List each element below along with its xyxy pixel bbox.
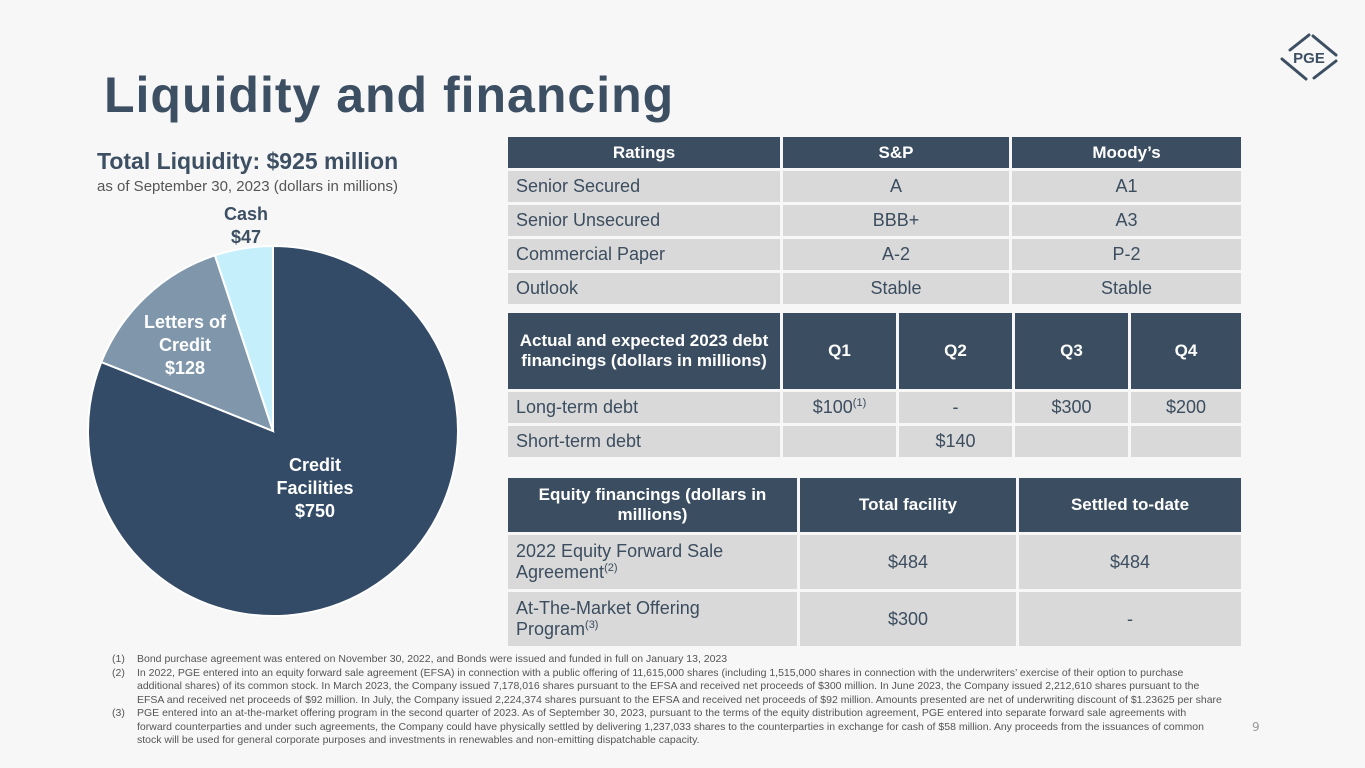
- footnote-ref: (1): [852, 397, 867, 409]
- ratings-table: Ratings S&P Moody’s Senior Secured A A1 Seni…: [505, 134, 1244, 307]
- cell: Commercial Paper: [508, 239, 780, 270]
- header-settled: Settled to-date: [1019, 478, 1241, 532]
- table-row: 2022 Equity Forward Sale Agreement(2) $48…: [508, 535, 1241, 589]
- cell: [1131, 426, 1241, 457]
- footnote-ref: (3): [585, 619, 599, 631]
- cell: Stable: [783, 273, 1009, 304]
- cell: P-2: [1012, 239, 1241, 270]
- header-ratings: Ratings: [508, 137, 780, 168]
- cell: Outlook: [508, 273, 780, 304]
- pie-label-credit-facilities: Credit Facilities $750: [276, 455, 354, 521]
- footnotes: (1) Bond purchase agreement was entered o…: [112, 653, 1222, 748]
- footnote: (1) Bond purchase agreement was entered o…: [112, 653, 728, 665]
- header-equity: Equity financings (dollars in millions): [508, 478, 797, 532]
- footnote: (2) In 2022, PGE entered into an equity f…: [112, 666, 1222, 706]
- footnote: (3) PGE entered into an at-the-market off…: [112, 707, 1204, 746]
- cell: $140: [899, 426, 1012, 457]
- table-row: Long-term debt $100(1) - $300 $200: [508, 392, 1241, 423]
- header-q2: Q2: [899, 313, 1012, 389]
- cell: A-2: [783, 239, 1009, 270]
- cell: A1: [1012, 171, 1241, 202]
- cell: $100(1): [783, 392, 896, 423]
- cell: A: [783, 171, 1009, 202]
- cell: At-The-Market Offering Program(3): [508, 592, 797, 646]
- header-moodys: Moody’s: [1012, 137, 1241, 168]
- cell: [783, 426, 896, 457]
- table-row: Senior Secured A A1: [508, 171, 1241, 202]
- liquidity-title: Total Liquidity: $925 million: [97, 148, 399, 174]
- table-row: Short-term debt $140: [508, 426, 1241, 457]
- table-row: At-The-Market Offering Program(3) $300-: [508, 592, 1241, 646]
- cell: Long-term debt: [508, 392, 780, 423]
- pie-label-cash: Cash $47: [223, 204, 268, 247]
- header-q4: Q4: [1131, 313, 1241, 389]
- cell: -: [1019, 592, 1241, 646]
- header-q3: Q3: [1015, 313, 1128, 389]
- table-row: Outlook Stable Stable: [508, 273, 1241, 304]
- cell: $484: [800, 535, 1016, 589]
- table-row: Senior Unsecured BBB+ A3: [508, 205, 1241, 236]
- cell: Senior Unsecured: [508, 205, 780, 236]
- cell: A3: [1012, 205, 1241, 236]
- cell: $300: [1015, 392, 1128, 423]
- cell: $300: [800, 592, 1016, 646]
- table-row: Commercial Paper A-2 P-2: [508, 239, 1241, 270]
- equity-financings-table: Equity financings (dollars in millions) T…: [505, 475, 1244, 649]
- footnote-ref: (2): [604, 562, 618, 574]
- cell: $484: [1019, 535, 1241, 589]
- cell: $200: [1131, 392, 1241, 423]
- pie-label-letters-of-credit: Letters of Credit $128: [143, 312, 226, 378]
- header-total-facility: Total facility: [800, 478, 1016, 532]
- pie-slice-letters-of-credit: [100, 254, 275, 433]
- pge-logo: PGE: [1280, 33, 1338, 81]
- page-number: 9: [1252, 720, 1260, 734]
- cell: Short-term debt: [508, 426, 780, 457]
- cell: 2022 Equity Forward Sale Agreement(2): [508, 535, 797, 589]
- cell: [1015, 426, 1128, 457]
- cell: -: [899, 392, 1012, 423]
- cell: BBB+: [783, 205, 1009, 236]
- liquidity-pie-chart: [87, 244, 459, 617]
- header-q1: Q1: [783, 313, 896, 389]
- liquidity-subtitle: as of September 30, 2023 (dollars in mil…: [97, 178, 398, 195]
- cell: Stable: [1012, 273, 1241, 304]
- cell: Senior Secured: [508, 171, 780, 202]
- svg-text:PGE: PGE: [1293, 50, 1325, 67]
- debt-financings-table: Actual and expected 2023 debt financings…: [505, 310, 1244, 460]
- header-debt: Actual and expected 2023 debt financings…: [508, 313, 780, 389]
- header-sp: S&P: [783, 137, 1009, 168]
- pie-slice-cash: [213, 244, 274, 432]
- page-title: Liquidity and financing: [104, 67, 675, 123]
